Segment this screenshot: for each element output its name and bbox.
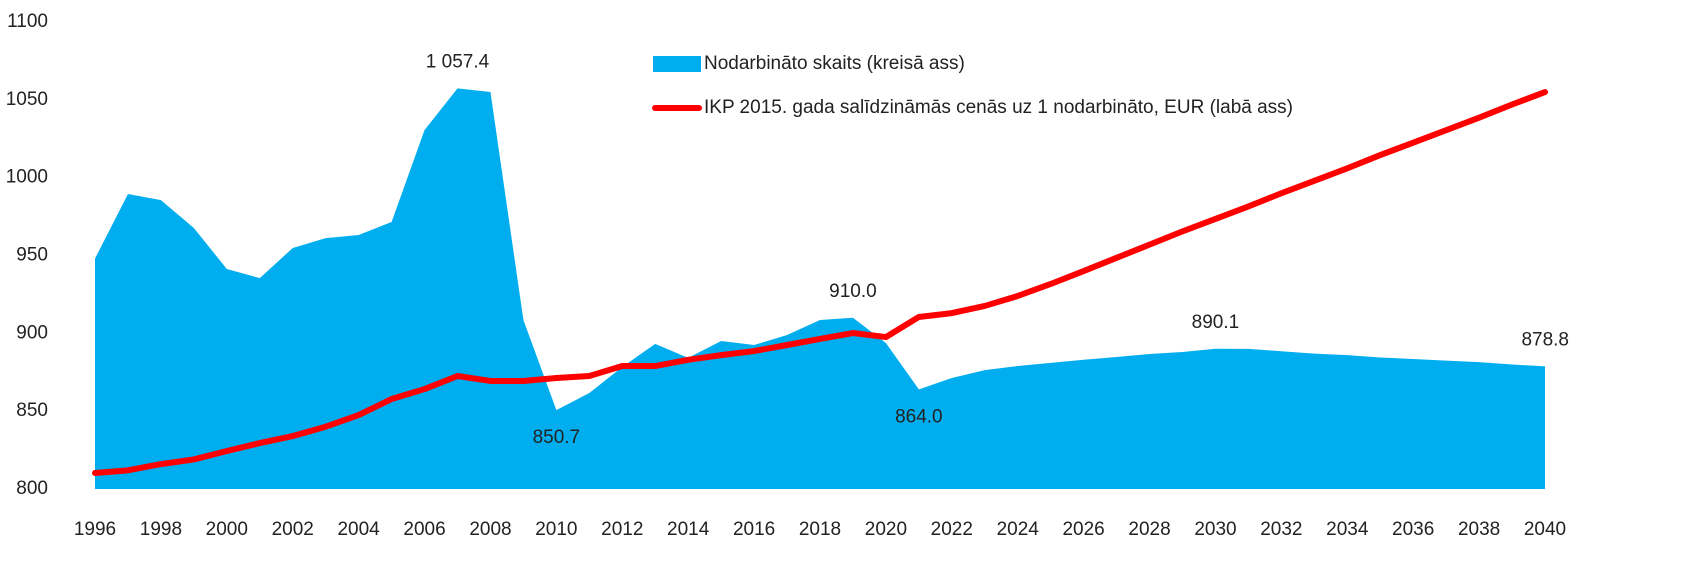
legend-label: Nodarbināto skaits (kreisā ass) <box>704 53 965 74</box>
x-tick-label: 2006 <box>403 519 445 540</box>
area <box>95 88 1545 490</box>
data-label: 878.8 <box>1521 329 1569 350</box>
y-tick-label: 850 <box>16 400 48 421</box>
y-tick-label: 900 <box>16 322 48 343</box>
x-tick-label: 2014 <box>667 519 710 540</box>
x-tick-label: 2012 <box>601 519 643 540</box>
x-tick-label: 2036 <box>1392 519 1434 540</box>
data-label: 890.1 <box>1192 312 1240 333</box>
x-tick-label: 2000 <box>206 519 248 540</box>
x-tick-label: 2028 <box>1128 519 1170 540</box>
y-tick-label: 800 <box>16 478 48 499</box>
x-tick-label: 2022 <box>931 519 973 540</box>
y-tick-label: 950 <box>16 245 48 266</box>
y-tick-label: 1050 <box>6 89 48 110</box>
legend-label: IKP 2015. gada salīdzināmās cenās uz 1 n… <box>704 97 1293 118</box>
x-tick-label: 2034 <box>1326 519 1369 540</box>
line <box>92 89 1548 476</box>
x-tick-label: 2016 <box>733 519 775 540</box>
x-tick-label: 2010 <box>535 519 577 540</box>
x-tick-label: 2020 <box>865 519 907 540</box>
x-tick-label: 2040 <box>1524 519 1566 540</box>
x-tick-label: 2030 <box>1194 519 1236 540</box>
x-tick-label: 1998 <box>140 519 182 540</box>
x-tick-label: 2024 <box>997 519 1040 540</box>
x-tick-label: 2008 <box>469 519 511 540</box>
x-tick-label: 2032 <box>1260 519 1302 540</box>
legend-swatch <box>653 56 701 72</box>
x-tick-label: 2038 <box>1458 519 1500 540</box>
y-tick-label: 1100 <box>7 11 48 32</box>
x-tick-label: 2002 <box>272 519 314 540</box>
y-tick-label: 1000 <box>6 167 48 188</box>
data-label: 850.7 <box>533 427 581 448</box>
x-tick-label: 2004 <box>337 519 380 540</box>
data-label: 1 057.4 <box>426 51 490 72</box>
x-tick-label: 2018 <box>799 519 841 540</box>
data-label: 864.0 <box>895 406 943 427</box>
x-tick-label: 1996 <box>74 519 116 540</box>
data-label: 910.0 <box>829 281 877 302</box>
x-tick-label: 2026 <box>1062 519 1104 540</box>
